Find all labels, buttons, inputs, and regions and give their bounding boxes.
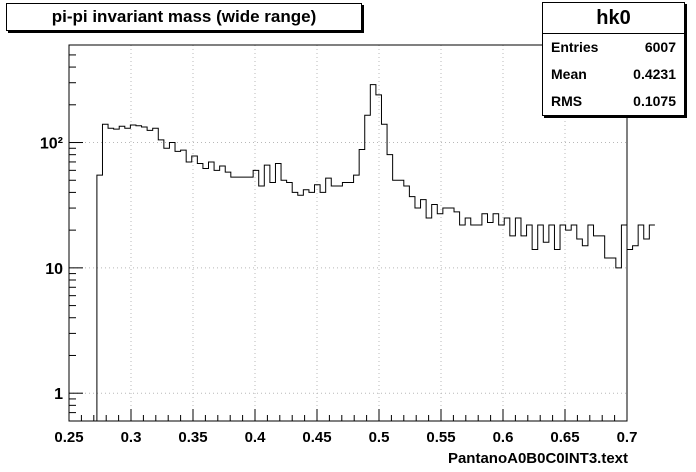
y-tick-label: 10² <box>40 136 63 153</box>
stats-histogram-name: hk0 <box>543 3 684 34</box>
stats-rms-label: RMS <box>551 93 583 109</box>
grid-lines <box>69 45 627 421</box>
x-tick-labels: 0.25 0.3 0.35 0.4 0.45 0.5 0.55 0.6 0.65 0.7 <box>54 429 637 446</box>
y-tick-labels: 1 10 10² <box>40 136 63 404</box>
x-tick-label: 0.4 <box>245 429 267 446</box>
x-tick-label: 0.65 <box>550 429 579 446</box>
axes <box>68 44 628 422</box>
x-tick-label: 0.3 <box>121 429 142 446</box>
chart-title: pi-pi invariant mass (wide range) <box>6 3 362 31</box>
stats-box: hk0 Entries 6007 Mean 0.4231 RMS 0.1075 <box>542 2 685 116</box>
plot-frame <box>68 44 628 422</box>
x-axis-title: PantanoA0B0C0INT3.text <box>447 450 628 467</box>
y-tick-label: 10 <box>45 261 63 278</box>
stats-entries-value: 6007 <box>644 39 676 55</box>
x-tick-label: 0.45 <box>302 429 331 446</box>
x-tick-label: 0.55 <box>426 429 455 446</box>
stats-entries-label: Entries <box>551 39 599 55</box>
x-tick-label: 0.7 <box>617 429 638 446</box>
stats-rms-row: RMS 0.1075 <box>543 88 684 115</box>
stats-rms-value: 0.1075 <box>633 93 676 109</box>
x-tick-label: 0.6 <box>493 429 514 446</box>
x-tick-label: 0.5 <box>369 429 390 446</box>
stats-mean-row: Mean 0.4231 <box>543 61 684 88</box>
y-tick-label: 1 <box>54 386 63 403</box>
x-tick-label: 0.35 <box>178 429 207 446</box>
histogram-line <box>69 84 655 422</box>
stats-mean-value: 0.4231 <box>633 66 676 82</box>
stats-mean-label: Mean <box>551 66 587 82</box>
stats-entries-row: Entries 6007 <box>543 34 684 61</box>
x-tick-label: 0.25 <box>54 429 83 446</box>
